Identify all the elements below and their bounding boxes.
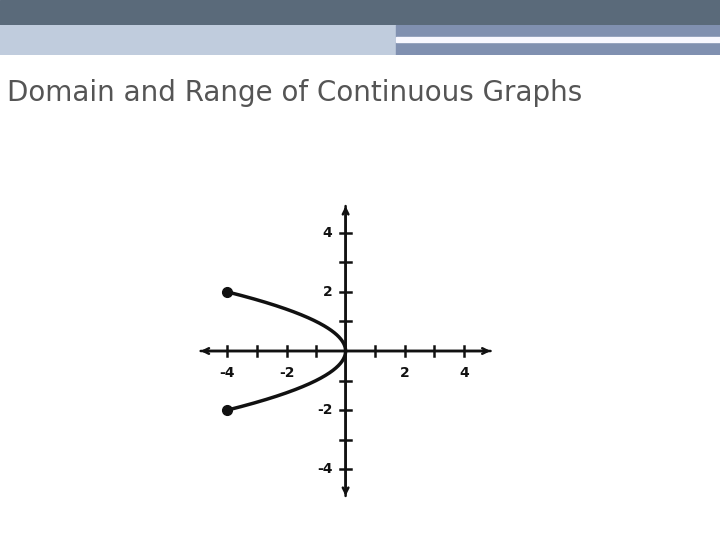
Text: 2: 2 <box>323 285 333 299</box>
Text: -4: -4 <box>220 366 235 380</box>
Bar <box>396 37 720 42</box>
Text: Domain and Range of Continuous Graphs: Domain and Range of Continuous Graphs <box>7 79 582 107</box>
Text: -2: -2 <box>317 403 333 417</box>
Bar <box>396 25 720 55</box>
Text: -4: -4 <box>317 462 333 476</box>
Text: 4: 4 <box>323 226 333 240</box>
Text: 2: 2 <box>400 366 410 380</box>
Bar <box>0 25 396 55</box>
Text: 4: 4 <box>459 366 469 380</box>
Text: -2: -2 <box>279 366 294 380</box>
